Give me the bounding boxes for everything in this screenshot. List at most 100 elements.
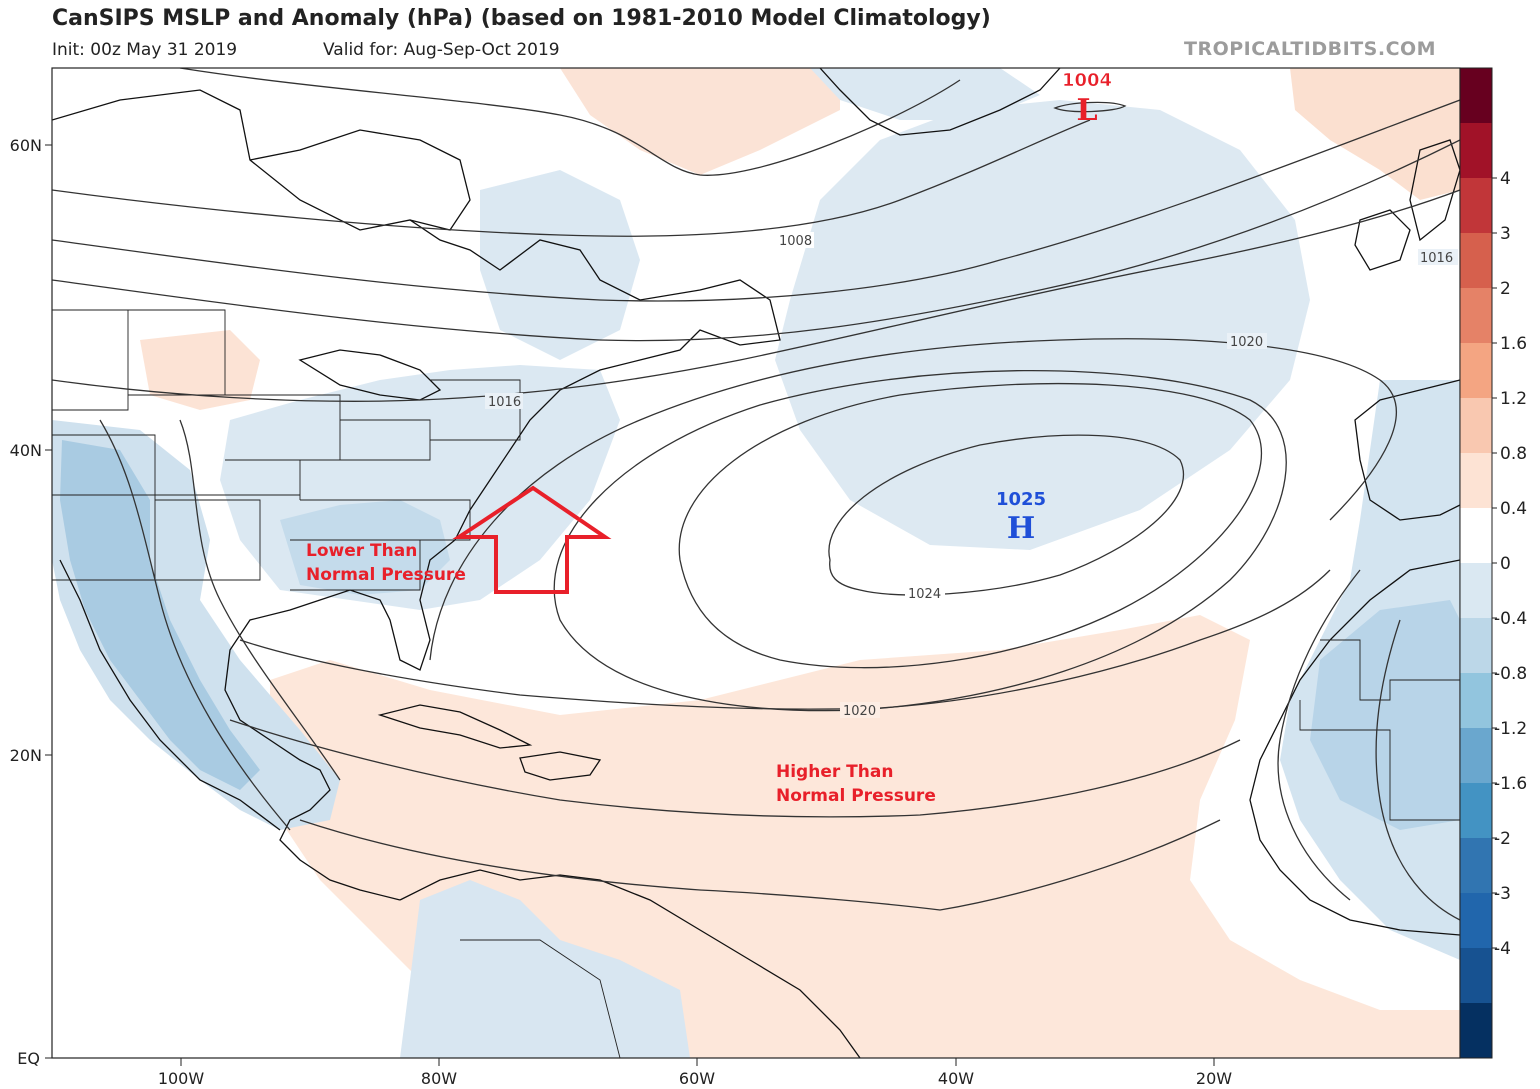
colorbar-segment [1460, 618, 1492, 674]
iberia-coast [1354, 379, 1460, 521]
positive-anomaly-uk [1290, 68, 1460, 200]
colorbar-segment [1460, 68, 1492, 124]
valid-period: Valid for: Aug-Sep-Oct 2019 [323, 40, 560, 60]
colorbar-segment [1460, 123, 1492, 179]
colorbar-segment [1460, 508, 1492, 564]
lat-label-60n: 60N [10, 136, 42, 155]
lon-label-100w: 100W [158, 1069, 205, 1088]
colorbar-segment [1460, 398, 1492, 454]
colorbar-segment [1460, 288, 1492, 344]
isobar-line-1024 [828, 434, 1185, 596]
isobar-line-north-1 [179, 68, 961, 176]
high-center-symbol: H [1007, 511, 1035, 546]
colorbar-label: 4 [1500, 169, 1511, 189]
isobar-label-1020-south: 1020 [843, 704, 876, 719]
lon-label-40w: 40W [938, 1069, 974, 1088]
isobar-line-1022 [553, 369, 1287, 712]
negative-anomaly-greenland [810, 68, 1040, 120]
coastlines [52, 68, 1460, 1058]
low-pressure-center: 1004 L [1062, 70, 1113, 128]
lon-label-80w: 80W [421, 1069, 457, 1088]
hudson-bay-coast [249, 129, 471, 231]
colorbar-segment [1460, 838, 1492, 894]
annotation-arrow [452, 485, 612, 594]
south-america-coast [399, 869, 861, 1058]
isobar-line-east-africa [1277, 569, 1361, 901]
colorbar-label: 1.2 [1500, 389, 1527, 409]
negative-anomaly-south-america [400, 880, 690, 1058]
colorbar-segment [1460, 1003, 1492, 1059]
lat-label-eq: EQ [17, 1049, 40, 1068]
latitude-axis: 60N 40N 20N EQ [10, 136, 52, 1068]
low-center-symbol: L [1076, 93, 1097, 128]
africa-coast [1249, 559, 1460, 936]
isobar-line-1020-outer [429, 338, 1397, 661]
lat-label-20n: 20N [10, 746, 42, 765]
colorbar-label: 2 [1500, 279, 1511, 299]
colorbar-label: -2 [1494, 829, 1511, 849]
colorbar-segment [1460, 453, 1492, 509]
annotation-higher-pressure: Higher Than Normal Pressure [776, 762, 936, 806]
colorbar-label: 0.4 [1500, 499, 1527, 519]
isobar-line-1014-south [299, 819, 1221, 911]
colorbar-segment [1460, 673, 1492, 729]
low-center-value: 1004 [1062, 70, 1112, 91]
isobar-line-north-2 [52, 99, 1460, 302]
negative-anomaly-central-atlantic [775, 100, 1310, 550]
colorbar-label: 1.6 [1500, 334, 1527, 354]
positive-anomaly-us-plains [140, 330, 260, 410]
strong-negative-anomaly-southern-us [280, 500, 450, 595]
chart-title: CanSIPS MSLP and Anomaly (hPa) (based on… [52, 6, 991, 31]
colorbar-segment [1460, 563, 1492, 619]
colorbar-label: 0 [1500, 554, 1511, 574]
isobar-line-1016-south [229, 719, 1241, 818]
colorbar-segment [1460, 893, 1492, 949]
isobar-label-1020-north: 1020 [1230, 335, 1263, 350]
colorbar-segment [1460, 728, 1492, 784]
colorbar-label: -0.8 [1494, 664, 1527, 684]
isobar-labels: 1008 1016 1016 1020 1024 1020 [485, 232, 1458, 719]
great-lakes [298, 349, 442, 401]
brand-watermark: TROPICALTIDBITS.COM [1184, 38, 1437, 60]
annotation-lower-pressure: Lower Than Normal Pressure [306, 541, 466, 585]
colorbar-segment [1460, 233, 1492, 289]
negative-anomaly-labrador [480, 170, 640, 360]
colorbar-label: -0.4 [1494, 609, 1527, 629]
colorbar-label: 0.8 [1500, 444, 1527, 464]
greenland-coast [819, 68, 1061, 136]
north-america-coast [52, 89, 781, 901]
isobar-line-north-3 [52, 139, 1460, 342]
anomaly-shading [52, 68, 1460, 1058]
longitude-axis: 100W 80W 60W 40W 20W [158, 1058, 1232, 1088]
isobar-line-1004-ring [1053, 101, 1127, 113]
isobars [52, 68, 1460, 921]
strong-negative-anomaly-sahara [1310, 600, 1460, 830]
colorbar-label: -1.2 [1494, 719, 1527, 739]
colorbar-segment [1460, 783, 1492, 839]
colorbar-segment [1460, 343, 1492, 399]
colorbar-label: -4 [1494, 939, 1511, 959]
isobar-label-1016-east: 1016 [1420, 251, 1453, 266]
cuba [377, 704, 533, 749]
colorbar-label: -1.6 [1494, 774, 1527, 794]
lon-label-60w: 60W [679, 1069, 715, 1088]
strong-negative-anomaly-mexico [60, 440, 260, 790]
annotation-lower-line1: Lower Than [306, 541, 417, 561]
isobar-label-1024: 1024 [908, 587, 941, 602]
hispaniola [519, 751, 602, 781]
isobar-line-west-1 [179, 419, 341, 781]
annotation-higher-line2: Normal Pressure [776, 786, 936, 806]
isobar-line-west-2 [99, 419, 291, 831]
colorbar-segment [1460, 178, 1492, 234]
isobar-label-1008: 1008 [779, 234, 812, 249]
annotation-higher-line1: Higher Than [776, 762, 893, 782]
lat-label-40n: 40N [10, 441, 42, 460]
mexico-pacific-coast [59, 559, 281, 831]
isobar-line-1008 [52, 119, 1091, 237]
isobar-label-1016-west: 1016 [488, 395, 521, 410]
positive-anomaly-north-atlantic [560, 68, 840, 175]
colorbar-label: 3 [1500, 224, 1511, 244]
high-center-value: 1025 [996, 489, 1046, 510]
annotation-lower-line2: Normal Pressure [306, 565, 466, 585]
